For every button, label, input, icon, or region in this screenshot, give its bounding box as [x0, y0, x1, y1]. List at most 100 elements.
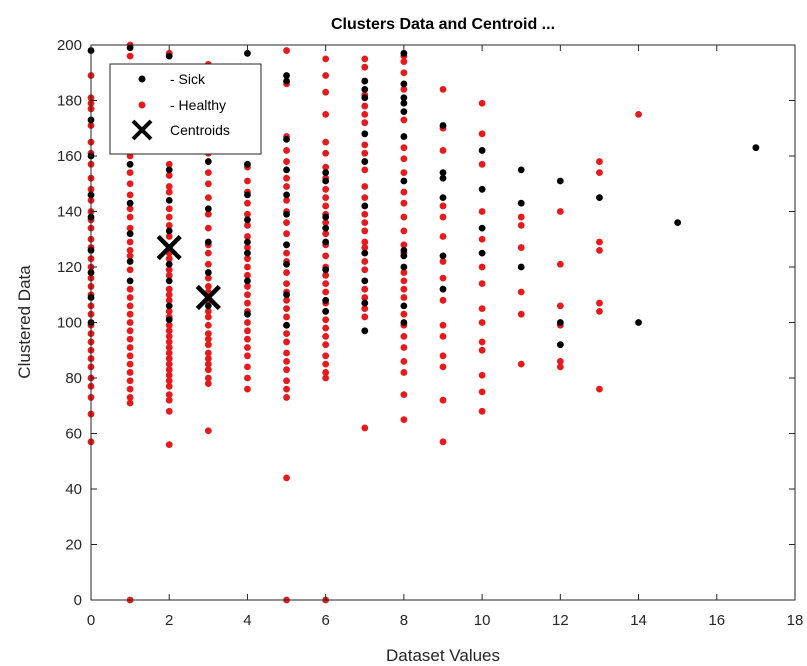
- healthy-point: [439, 363, 447, 371]
- healthy-point: [361, 219, 369, 227]
- healthy-point: [400, 277, 408, 285]
- healthy-point: [126, 310, 134, 318]
- healthy-point: [126, 191, 134, 199]
- sick-point: [165, 277, 173, 285]
- y-tick-label: 100: [57, 315, 82, 332]
- healthy-point: [165, 377, 173, 385]
- healthy-point: [478, 208, 486, 215]
- sick-point: [400, 49, 408, 57]
- healthy-point: [165, 205, 173, 213]
- healthy-point: [439, 332, 447, 340]
- healthy-point: [244, 363, 251, 371]
- healthy-point: [361, 258, 369, 265]
- sick-point: [244, 160, 251, 168]
- healthy-point: [322, 202, 330, 210]
- healthy-point: [361, 183, 369, 190]
- healthy-point: [283, 330, 290, 337]
- healthy-point: [204, 330, 212, 337]
- healthy-point: [165, 321, 173, 329]
- sick-point: [361, 277, 369, 285]
- healthy-point: [322, 149, 330, 157]
- legend-sick-marker: [138, 75, 146, 83]
- sick-point: [165, 316, 173, 324]
- healthy-point: [244, 177, 251, 185]
- healthy-point: [165, 291, 173, 299]
- healthy-point: [126, 294, 134, 301]
- healthy-point: [244, 327, 251, 335]
- y-tick-label: 180: [57, 93, 82, 110]
- sick-point: [244, 216, 251, 224]
- sick-point: [752, 144, 760, 152]
- sick-point: [322, 308, 330, 315]
- healthy-point: [165, 213, 173, 221]
- x-tick-label: 6: [321, 612, 329, 629]
- healthy-point: [400, 213, 408, 221]
- healthy-point: [165, 285, 173, 293]
- legend-centroid-marker: [131, 119, 153, 141]
- healthy-point: [400, 155, 408, 163]
- sick-point: [361, 249, 369, 257]
- sick-point: [400, 319, 408, 326]
- healthy-point: [361, 110, 369, 118]
- sick-point: [478, 249, 486, 257]
- healthy-point: [361, 285, 369, 293]
- sick-point: [165, 302, 173, 310]
- healthy-point: [478, 263, 486, 271]
- healthy-point: [478, 338, 486, 346]
- healthy-point: [439, 321, 447, 329]
- healthy-point: [400, 369, 408, 376]
- healthy-point: [439, 233, 447, 240]
- healthy-point: [165, 396, 173, 404]
- healthy-point: [204, 224, 212, 232]
- healthy-point: [283, 280, 290, 288]
- healthy-point: [283, 377, 290, 385]
- healthy-point: [204, 194, 212, 202]
- healthy-point: [322, 352, 330, 360]
- sick-point: [322, 238, 330, 246]
- healthy-point: [204, 335, 212, 343]
- healthy-point: [517, 310, 525, 318]
- healthy-point: [204, 283, 212, 290]
- healthy-point: [204, 355, 212, 362]
- legend-sick-label: - Sick: [170, 71, 206, 87]
- healthy-point: [244, 319, 251, 326]
- sick-point: [126, 199, 134, 207]
- healthy-point: [283, 269, 290, 276]
- sick-point: [126, 230, 134, 238]
- healthy-point: [478, 319, 486, 326]
- healthy-point: [556, 357, 564, 365]
- sick-point: [439, 285, 447, 293]
- healthy-point: [283, 357, 290, 365]
- healthy-point: [126, 52, 134, 60]
- healthy-point: [204, 321, 212, 329]
- healthy-point: [244, 233, 251, 240]
- sick-point: [400, 108, 408, 115]
- healthy-point: [322, 374, 330, 382]
- x-tick-label: 12: [552, 612, 569, 629]
- healthy-point: [204, 274, 212, 282]
- sick-point: [400, 302, 408, 310]
- healthy-point: [361, 424, 369, 432]
- sick-point: [204, 302, 212, 310]
- healthy-point: [165, 371, 173, 379]
- healthy-point: [361, 305, 369, 313]
- healthy-point: [204, 180, 212, 188]
- sick-point: [204, 238, 212, 246]
- healthy-point: [165, 266, 173, 274]
- healthy-point: [400, 169, 408, 177]
- healthy-point: [361, 266, 369, 274]
- healthy-point: [126, 205, 134, 213]
- healthy-point: [204, 349, 212, 357]
- sick-point: [361, 94, 369, 102]
- sick-point: [361, 86, 369, 93]
- healthy-point: [204, 249, 212, 257]
- healthy-point: [322, 316, 330, 324]
- healthy-point: [244, 210, 251, 218]
- healthy-point: [478, 371, 486, 379]
- healthy-point: [478, 99, 486, 107]
- healthy-point: [517, 244, 525, 251]
- healthy-point: [244, 352, 251, 360]
- healthy-point: [165, 308, 173, 315]
- healthy-point: [517, 360, 525, 368]
- sick-point: [322, 266, 330, 274]
